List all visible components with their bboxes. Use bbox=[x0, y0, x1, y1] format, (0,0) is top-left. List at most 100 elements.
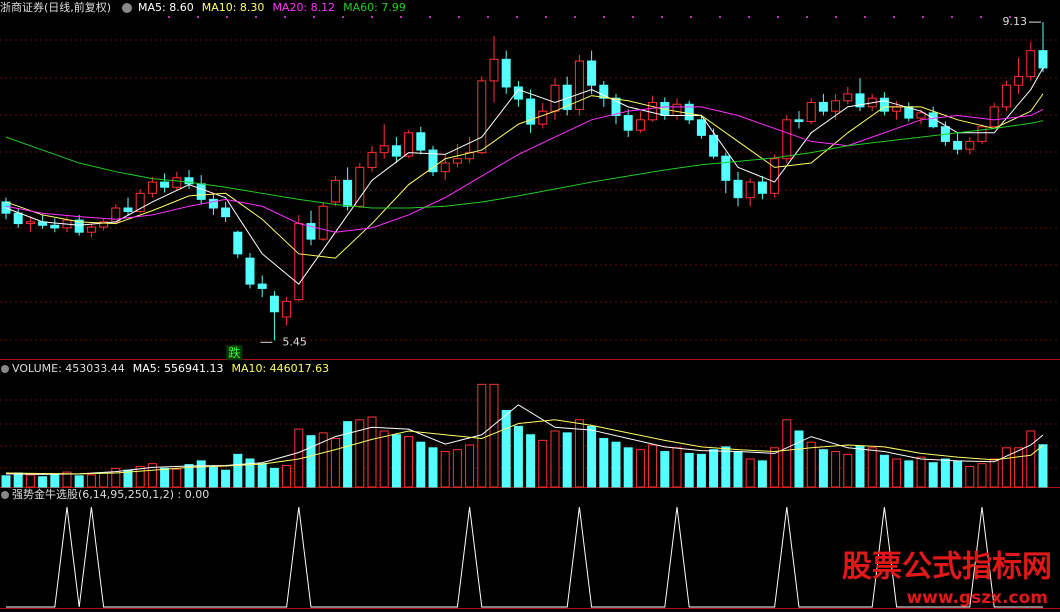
candle-body bbox=[367, 152, 377, 168]
volume-bar bbox=[501, 409, 511, 488]
candle-body bbox=[526, 98, 536, 125]
candle-body bbox=[806, 102, 816, 123]
candle-body bbox=[391, 145, 401, 157]
volume-bar bbox=[99, 472, 109, 488]
event-dot bbox=[690, 16, 692, 18]
volume-bar bbox=[416, 441, 426, 488]
event-dot bbox=[777, 16, 779, 18]
candle-body bbox=[855, 93, 865, 108]
legend-entry: MA60: 7.99 bbox=[343, 1, 406, 14]
volume-bar bbox=[208, 466, 218, 488]
candle-body bbox=[257, 283, 267, 289]
event-dot bbox=[719, 16, 721, 18]
ma-line bbox=[5, 404, 1044, 475]
volume-bar bbox=[172, 468, 182, 488]
volume-bar bbox=[867, 447, 877, 488]
volume-bar bbox=[245, 458, 255, 488]
candle-body bbox=[477, 80, 487, 154]
signal-line bbox=[6, 506, 1043, 608]
event-dot bbox=[603, 16, 605, 18]
candle-body bbox=[269, 295, 279, 313]
volume-bar bbox=[953, 460, 963, 488]
candle-body bbox=[672, 103, 682, 116]
volume-bar bbox=[745, 458, 755, 488]
event-dot bbox=[806, 16, 808, 18]
volume-bar bbox=[160, 467, 170, 488]
volume-bar bbox=[660, 451, 670, 488]
candle-body bbox=[635, 119, 645, 131]
volume-bar bbox=[782, 419, 792, 488]
volume-bar bbox=[672, 447, 682, 488]
volume-bar bbox=[696, 453, 706, 488]
event-dot bbox=[574, 16, 576, 18]
volume-bar bbox=[147, 463, 157, 488]
volume-bar bbox=[648, 444, 658, 488]
volume-bar bbox=[50, 473, 60, 488]
candle-body bbox=[306, 223, 316, 240]
event-dot bbox=[458, 16, 460, 18]
candle-body bbox=[282, 300, 292, 318]
candle-body bbox=[953, 140, 963, 150]
candle-body bbox=[135, 192, 145, 212]
candle-body bbox=[843, 93, 853, 102]
volume-bar bbox=[794, 430, 804, 488]
candle-body bbox=[147, 181, 157, 194]
volume-bar bbox=[770, 447, 780, 488]
candle-body bbox=[709, 134, 719, 157]
volume-bar bbox=[1026, 430, 1036, 488]
volume-bar bbox=[62, 471, 72, 488]
candle-body bbox=[172, 177, 182, 188]
event-dot bbox=[632, 16, 634, 18]
candle-body bbox=[831, 100, 841, 112]
ma-line bbox=[5, 419, 1044, 475]
volume-bar bbox=[74, 475, 84, 488]
settings-icon[interactable] bbox=[122, 3, 132, 13]
volume-bar bbox=[574, 419, 584, 488]
volume-bar bbox=[1, 475, 11, 488]
event-dot bbox=[545, 16, 547, 18]
candle-body bbox=[294, 223, 304, 301]
volume-bar bbox=[111, 467, 121, 488]
event-dot bbox=[951, 16, 953, 18]
event-dot bbox=[400, 16, 402, 18]
volume-bar bbox=[611, 441, 621, 488]
volume-bar bbox=[196, 460, 206, 488]
event-dot bbox=[313, 16, 315, 18]
volume-bar bbox=[855, 445, 865, 488]
event-dot bbox=[922, 16, 924, 18]
candle-body bbox=[818, 102, 828, 112]
volume-bar bbox=[831, 451, 841, 488]
volume-bar bbox=[391, 434, 401, 488]
volume-bar bbox=[318, 432, 328, 488]
volume-bar bbox=[806, 441, 816, 488]
candle-body bbox=[343, 179, 353, 207]
candle-body bbox=[1, 201, 11, 214]
volume-bar bbox=[965, 465, 975, 488]
volume-bar bbox=[233, 453, 243, 488]
volume-bar bbox=[184, 464, 194, 488]
ma-line bbox=[5, 67, 1044, 285]
volume-bar bbox=[1014, 447, 1024, 488]
settings-icon[interactable] bbox=[1, 365, 9, 373]
volume-bar bbox=[306, 435, 316, 488]
volume-bar bbox=[355, 419, 365, 488]
candle-body bbox=[696, 119, 706, 136]
candle-body bbox=[965, 140, 975, 150]
annotation-label: 5.45 bbox=[282, 335, 307, 348]
event-dot bbox=[893, 16, 895, 18]
candle-body bbox=[50, 224, 60, 229]
volume-bar bbox=[343, 421, 353, 488]
volume-bar bbox=[221, 469, 231, 488]
candle-body bbox=[757, 181, 767, 194]
candle-body bbox=[733, 179, 743, 199]
settings-icon[interactable] bbox=[1, 491, 9, 499]
event-dot bbox=[342, 16, 344, 18]
event-dot bbox=[197, 16, 199, 18]
candle-body bbox=[770, 158, 780, 194]
candle-body bbox=[416, 132, 426, 151]
event-dot bbox=[864, 16, 866, 18]
candle-body bbox=[1001, 84, 1011, 108]
volume-bar bbox=[513, 425, 523, 488]
volume-bar bbox=[452, 449, 462, 488]
